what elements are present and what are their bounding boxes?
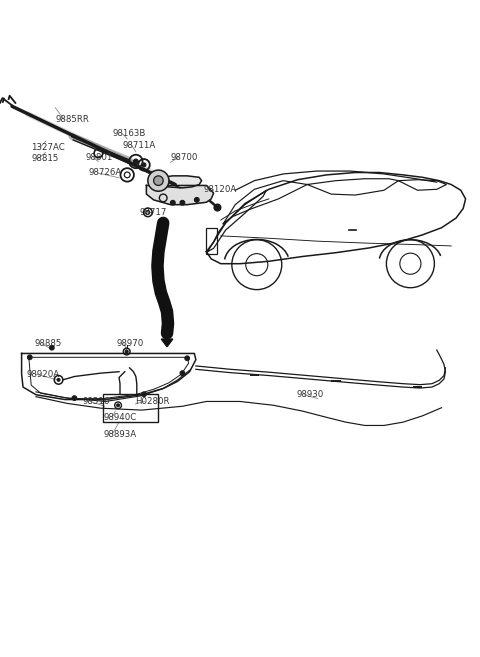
Text: 98920A: 98920A (26, 370, 60, 378)
Circle shape (170, 200, 175, 205)
Circle shape (49, 346, 54, 350)
Circle shape (57, 378, 60, 381)
Text: H0280R: H0280R (135, 397, 170, 406)
Text: 98930: 98930 (297, 390, 324, 399)
Text: 98163B: 98163B (113, 129, 146, 137)
Text: 98815: 98815 (31, 154, 59, 162)
Circle shape (72, 396, 77, 401)
Text: 98885: 98885 (35, 340, 62, 348)
Text: 98711A: 98711A (122, 141, 156, 150)
Circle shape (185, 356, 190, 361)
Polygon shape (161, 339, 173, 347)
Circle shape (142, 163, 146, 167)
Text: 98516: 98516 (83, 397, 110, 406)
Text: 98940C: 98940C (103, 413, 136, 422)
Circle shape (148, 170, 169, 191)
Circle shape (154, 176, 163, 185)
Bar (206, 228, 217, 254)
Circle shape (194, 198, 199, 202)
Circle shape (214, 204, 221, 211)
Text: 9885RR: 9885RR (55, 115, 89, 124)
Polygon shape (146, 185, 214, 205)
Text: 98726A: 98726A (89, 168, 122, 177)
Text: 1327AC: 1327AC (31, 143, 65, 152)
Circle shape (133, 159, 138, 164)
Bar (103, 394, 158, 422)
Circle shape (180, 200, 185, 205)
Circle shape (180, 371, 185, 376)
Text: 98970: 98970 (116, 340, 144, 348)
Circle shape (27, 355, 32, 359)
Circle shape (125, 350, 128, 353)
Text: 98120A: 98120A (204, 185, 237, 194)
Polygon shape (149, 176, 202, 188)
Circle shape (142, 392, 146, 397)
Text: 98893A: 98893A (103, 430, 136, 439)
Circle shape (117, 404, 120, 407)
Text: 98700: 98700 (170, 153, 198, 162)
Text: 98717: 98717 (139, 208, 167, 217)
Text: 98801: 98801 (85, 153, 113, 162)
